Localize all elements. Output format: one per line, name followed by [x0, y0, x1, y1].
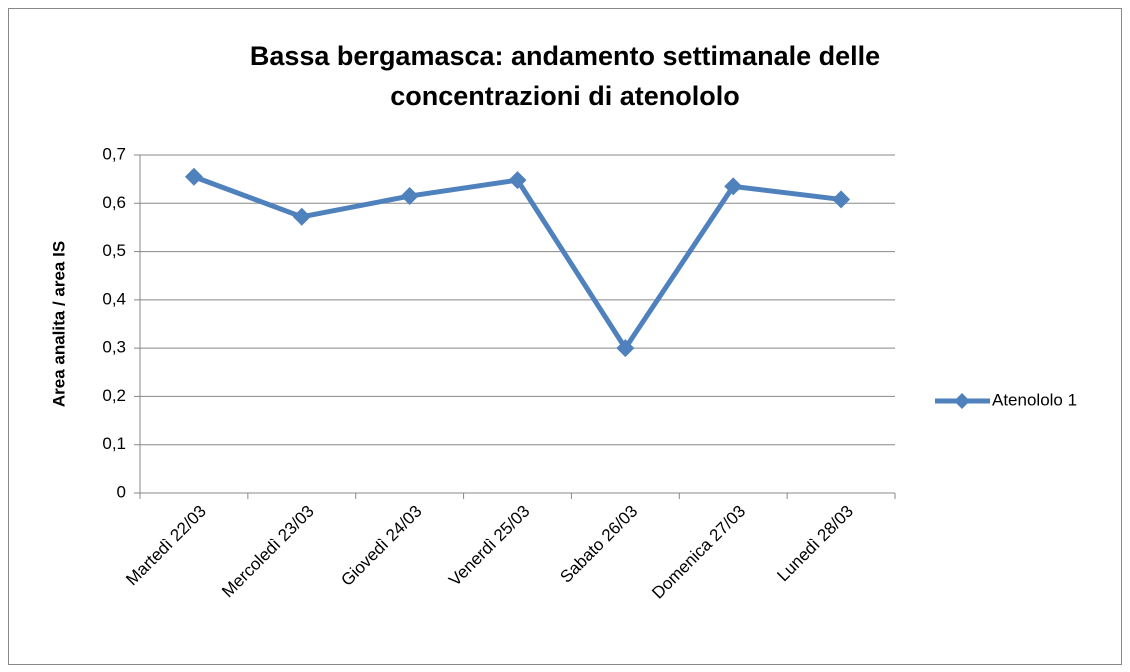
data-point [292, 207, 311, 226]
y-tick-label: 0,4 [102, 289, 126, 308]
legend-label: Atenololo 1 [992, 390, 1077, 409]
data-point [832, 190, 851, 209]
data-point [724, 177, 743, 196]
chart-title: Bassa bergamasca: andamento settimanale … [250, 41, 880, 71]
chart-title: concentrazioni di atenololo [390, 81, 740, 111]
y-tick-label: 0,1 [102, 434, 126, 453]
y-tick-label: 0 [117, 482, 126, 501]
y-tick-label: 0,7 [102, 144, 126, 163]
chart-frame [8, 8, 1122, 665]
data-point [508, 171, 527, 190]
data-point [400, 187, 419, 206]
y-tick-label: 0,2 [102, 386, 126, 405]
data-point [184, 167, 203, 186]
y-tick-label: 0,5 [102, 241, 126, 260]
y-axis-title: Area analita / area IS [49, 241, 68, 407]
legend-marker [954, 393, 970, 409]
y-tick-label: 0,6 [102, 193, 126, 212]
data-point [616, 339, 635, 358]
y-tick-label: 0,3 [102, 338, 126, 357]
